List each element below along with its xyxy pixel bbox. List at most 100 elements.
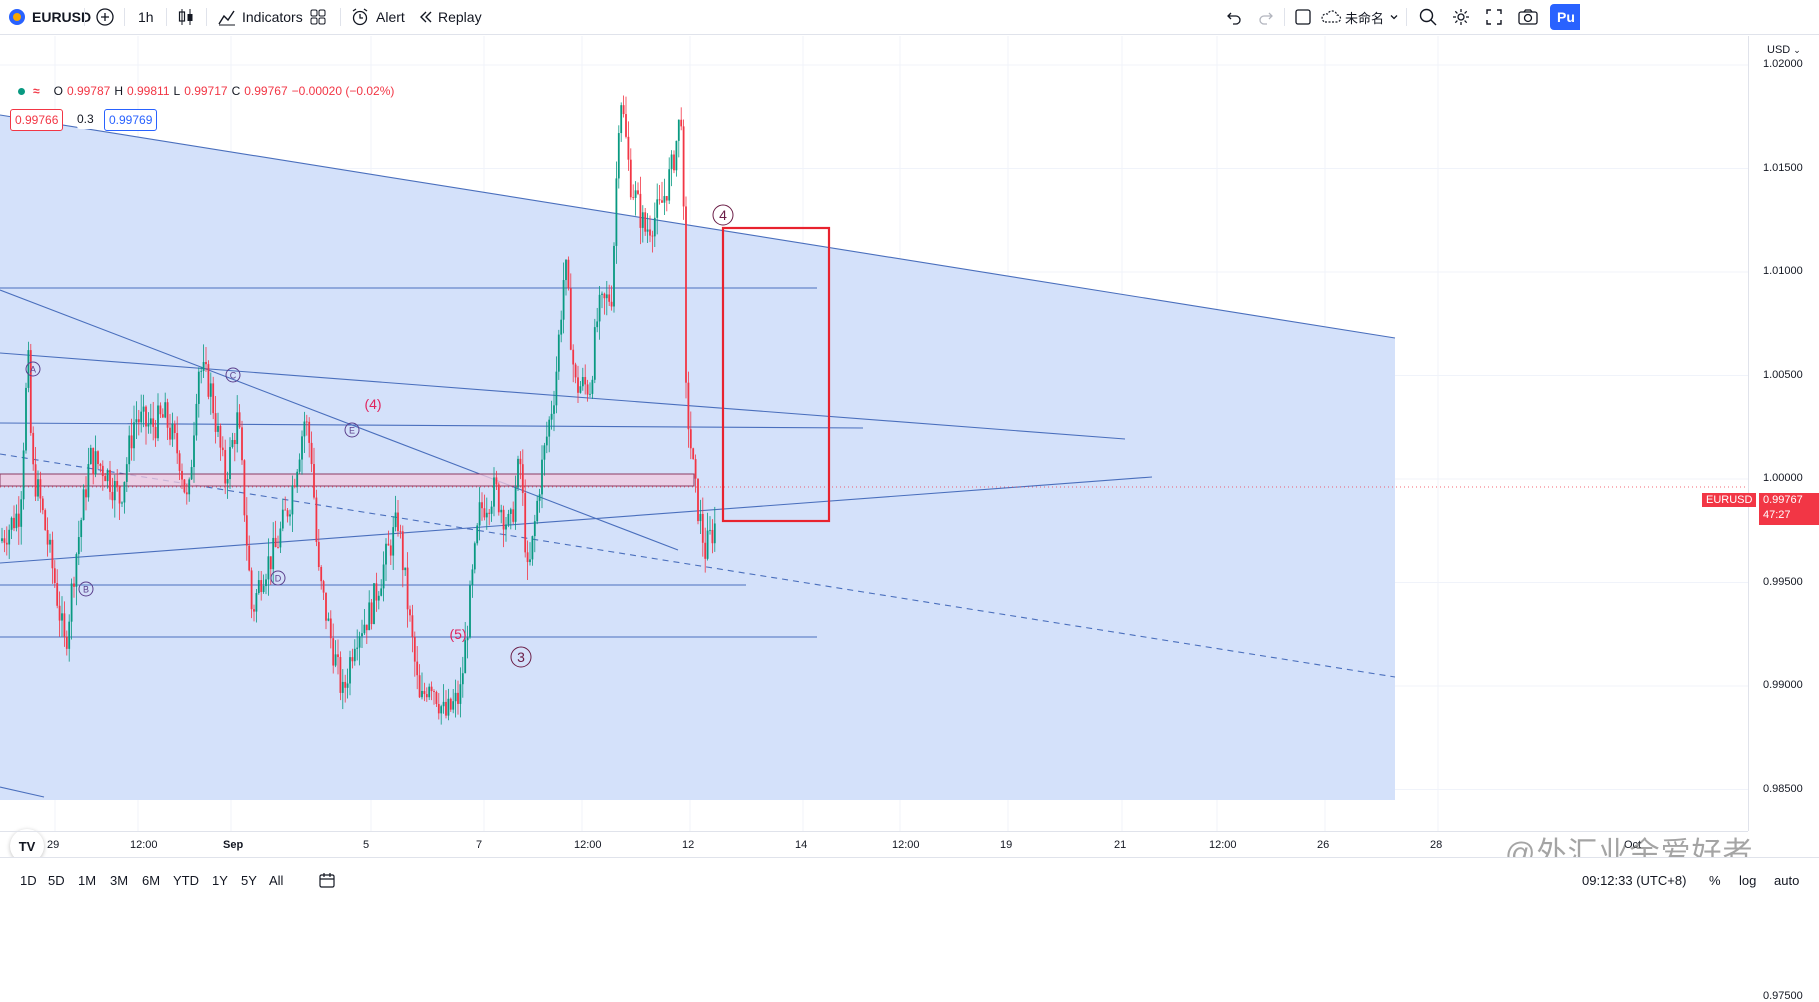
candle-body <box>97 451 99 465</box>
ask-button[interactable]: 0.99769 <box>104 109 158 131</box>
candle-body <box>130 435 133 449</box>
candle-body <box>164 402 167 418</box>
candle-body <box>310 442 313 465</box>
candle-body <box>385 543 387 565</box>
chart-type-button[interactable] <box>176 0 196 34</box>
candle-body <box>157 405 159 439</box>
candle-body <box>265 579 267 587</box>
candle-body <box>646 229 649 232</box>
candle-body <box>125 464 128 482</box>
candle-body <box>113 481 116 501</box>
candle-body <box>101 465 104 477</box>
symbol-search[interactable]: EURUSD <box>8 0 91 34</box>
percent-toggle[interactable]: % <box>1709 872 1721 888</box>
candle-body <box>262 586 265 593</box>
candle-body <box>617 133 620 179</box>
indicators-label: Indicators <box>242 9 303 25</box>
price-axis[interactable]: USD ⌄ 1.030001.025001.020001.015001.0100… <box>1748 36 1819 1002</box>
candle-body <box>613 245 615 307</box>
candle-body <box>713 523 716 544</box>
publish-button[interactable]: Pu <box>1550 4 1580 30</box>
candle-body <box>603 293 606 299</box>
layout-menu-button[interactable] <box>1388 0 1400 34</box>
indicators-button[interactable]: Indicators <box>217 0 303 34</box>
alert-button[interactable]: Alert <box>350 0 405 34</box>
compare-add-button[interactable] <box>95 0 115 34</box>
currency-label: USD <box>1767 44 1791 56</box>
time-tick: 5 <box>363 839 370 851</box>
range-button-3m[interactable]: 3M <box>110 872 129 888</box>
candle-body <box>560 319 563 335</box>
undo-button[interactable] <box>1225 0 1243 34</box>
candle-body <box>644 212 647 232</box>
settings-button[interactable] <box>1451 0 1471 34</box>
snapshot-button[interactable] <box>1517 0 1539 34</box>
auto-toggle[interactable]: auto <box>1774 872 1800 888</box>
candle-body <box>682 126 685 207</box>
chart-pane[interactable]: 4 3 (4) (5) A B C D E ≈ O 0.99787 H 0.99811 L 0.997… <box>0 36 1748 863</box>
range-button-5y[interactable]: 5Y <box>241 872 257 888</box>
price-chart[interactable]: 4 3 (4) (5) A B C D E <box>0 36 1748 831</box>
time-axis[interactable]: 29 12:00 Sep 5 7 12:00 12 14 12:00 19 21 12:00 26 28 O… <box>0 831 1748 858</box>
candle-body <box>598 294 601 322</box>
candle-body <box>473 543 476 570</box>
range-button-all[interactable]: All <box>269 872 284 888</box>
candle-body <box>118 486 121 504</box>
candle-body <box>423 690 426 695</box>
go-to-date-button[interactable] <box>318 858 336 902</box>
candle-body <box>591 379 594 394</box>
candle-body <box>615 178 618 246</box>
wave-label-text: A <box>30 365 36 375</box>
interval-button[interactable]: 1h <box>138 0 154 34</box>
candle-body <box>277 547 279 548</box>
range-button-6m[interactable]: 6M <box>142 872 161 888</box>
candle-body <box>5 542 8 545</box>
candle-body <box>413 637 416 662</box>
templates-button[interactable] <box>309 0 327 34</box>
countdown-value: 47:27 <box>1763 509 1791 521</box>
candle-body <box>137 419 140 423</box>
candle-body <box>649 229 651 236</box>
log-toggle[interactable]: log <box>1739 872 1757 888</box>
candle-body <box>380 588 383 596</box>
candle-body <box>625 114 627 137</box>
range-button-5d[interactable]: 5D <box>48 872 65 888</box>
candle-body <box>632 197 635 199</box>
select-layout-button[interactable] <box>1294 0 1312 34</box>
candle-body <box>704 542 707 559</box>
candle-body <box>454 692 457 702</box>
wave-indicator-icon: ≈ <box>33 84 40 98</box>
replay-button[interactable]: Replay <box>418 0 482 34</box>
candle-body <box>80 520 83 538</box>
fullscreen-button[interactable] <box>1485 0 1503 34</box>
time-tick: 21 <box>1114 839 1127 851</box>
candle-body <box>133 422 135 449</box>
redo-button[interactable] <box>1257 0 1275 34</box>
euro-flag-icon <box>9 9 25 25</box>
candle-body <box>488 512 491 514</box>
candle-body <box>313 464 315 498</box>
candle-body <box>497 484 500 513</box>
close-value: 0.99767 <box>244 84 288 98</box>
search-button[interactable] <box>1418 0 1438 34</box>
layout-name-button[interactable]: 未命名 <box>1320 0 1384 34</box>
candle-body <box>149 418 152 425</box>
candle-body <box>281 509 284 529</box>
range-button-ytd[interactable]: YTD <box>173 872 199 888</box>
wave-label-text: D <box>275 574 282 584</box>
clock-display[interactable]: 09:12:33 (UTC+8) <box>1582 872 1687 888</box>
candle-body <box>293 485 296 487</box>
candle-body <box>73 583 75 587</box>
range-button-1m[interactable]: 1M <box>78 872 97 888</box>
current-price-tag: 0.99767 47:27 <box>1759 493 1819 525</box>
candle-body <box>440 706 443 714</box>
candle-body <box>238 412 241 428</box>
bid-button[interactable]: 0.99766 <box>10 109 64 131</box>
price-tick: 0.98500 <box>1763 782 1803 795</box>
range-button-1d[interactable]: 1D <box>20 872 37 888</box>
candle-body <box>104 476 107 482</box>
candle-body <box>641 212 644 228</box>
candle-body <box>361 633 363 637</box>
range-button-1y[interactable]: 1Y <box>212 872 228 888</box>
currency-selector[interactable]: USD ⌄ <box>1767 44 1801 56</box>
